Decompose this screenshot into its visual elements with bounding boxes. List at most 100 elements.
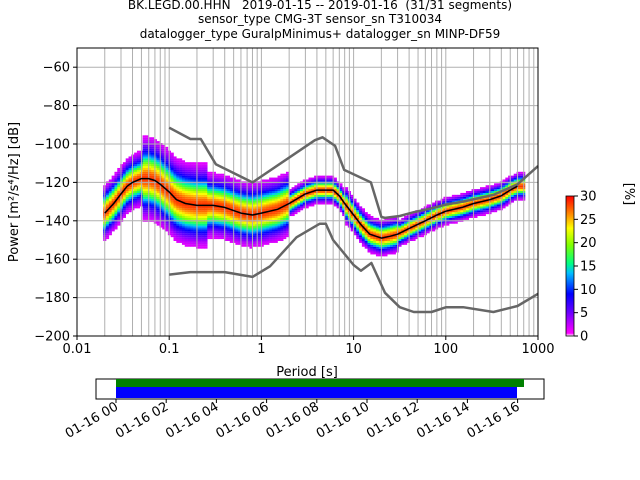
heatmap-cell	[392, 237, 396, 240]
heatmap-cell	[426, 210, 430, 213]
heatmap-cell	[106, 202, 110, 205]
heatmap-cell	[170, 233, 174, 236]
heatmap-cell	[513, 175, 517, 178]
heatmap-cell	[260, 237, 264, 240]
heatmap-cell	[165, 156, 169, 159]
heatmap-cell	[224, 198, 228, 201]
heatmap-cell	[274, 191, 278, 193]
heatmap-cell	[505, 179, 509, 182]
heatmap-cell	[125, 158, 129, 161]
heatmap-cell	[375, 252, 380, 255]
heatmap-cell	[454, 221, 458, 224]
heatmap-cell	[288, 192, 292, 195]
heatmap-cell	[125, 204, 129, 207]
heatmap-cell	[479, 191, 484, 193]
heatmap-cell	[409, 235, 413, 238]
heatmap-cell	[510, 200, 515, 203]
heatmap-cell	[165, 150, 169, 153]
heatmap-cell	[212, 194, 216, 197]
colorbar-tick-label: 25	[580, 213, 597, 228]
heatmap-cell	[151, 212, 155, 215]
heatmap-cell	[226, 191, 231, 193]
heatmap-cell	[106, 183, 110, 186]
heatmap-cell	[333, 183, 337, 186]
heatmap-cell	[373, 240, 377, 243]
heatmap-cell	[198, 221, 202, 224]
heatmap-cell	[316, 177, 321, 180]
heatmap-cell	[502, 185, 506, 188]
heatmap-cell	[342, 214, 346, 217]
heatmap-cell	[384, 225, 388, 228]
heatmap-cell	[162, 177, 166, 180]
heatmap-cell	[255, 204, 259, 207]
heatmap-cell	[420, 235, 425, 238]
heatmap-cell	[136, 156, 141, 159]
heatmap-cell	[446, 215, 450, 218]
heatmap-cell	[173, 229, 177, 232]
heatmap-cell	[443, 212, 447, 215]
title-line-3: datalogger_type GuralpMinimus+ datalogge…	[139, 27, 501, 41]
heatmap-cell	[364, 221, 368, 224]
heatmap-cell	[252, 202, 256, 205]
heatmap-cell	[297, 185, 301, 188]
heatmap-cell	[170, 223, 174, 226]
heatmap-cell	[412, 237, 416, 240]
heatmap-cell	[221, 215, 225, 218]
heatmap-cell	[305, 194, 309, 197]
heatmap-cell	[356, 204, 360, 207]
heatmap-cell	[325, 191, 329, 193]
heatmap-cell	[207, 235, 211, 238]
heatmap-cell	[176, 210, 180, 213]
heatmap-cell	[238, 185, 242, 188]
heatmap-cell	[246, 206, 250, 209]
heatmap-cell	[443, 208, 447, 211]
heatmap-cell	[198, 167, 202, 170]
heatmap-cell	[184, 200, 188, 203]
heatmap-cell	[212, 187, 216, 190]
heatmap-cell	[485, 212, 489, 215]
heatmap-cell	[142, 206, 146, 209]
heatmap-cell	[184, 217, 188, 220]
heatmap-cell	[204, 235, 208, 238]
heatmap-cell	[136, 198, 141, 201]
heatmap-cell	[184, 191, 188, 193]
heatmap-cell	[198, 229, 202, 232]
heatmap-cell	[339, 187, 343, 190]
heatmap-cell	[108, 208, 112, 211]
heatmap-cell	[280, 225, 284, 228]
heatmap-cell	[195, 233, 200, 236]
heatmap-cell	[280, 231, 284, 234]
heatmap-cell	[235, 233, 239, 236]
heatmap-cell	[249, 215, 253, 218]
heatmap-cell	[173, 223, 177, 226]
heatmap-cell	[274, 214, 278, 217]
heatmap-cell	[375, 244, 380, 247]
heatmap-cell	[128, 206, 132, 209]
heatmap-cell	[316, 191, 321, 193]
heatmap-cell	[240, 198, 245, 201]
heatmap-cell	[136, 167, 141, 170]
heatmap-cell	[179, 189, 183, 192]
heatmap-cell	[151, 139, 155, 142]
heatmap-cell	[342, 189, 346, 192]
heatmap-cell	[316, 198, 321, 201]
heatmap-cell	[173, 162, 177, 165]
heatmap-cell	[221, 223, 225, 226]
heatmap-cell	[238, 198, 242, 201]
heatmap-cell	[516, 189, 520, 192]
heatmap-cell	[502, 202, 506, 205]
heatmap-cell	[198, 173, 202, 176]
heatmap-cell	[246, 202, 250, 205]
heatmap-cell	[142, 135, 146, 138]
heatmap-cell	[451, 196, 455, 199]
heatmap-cell	[443, 221, 447, 224]
heatmap-cell	[392, 225, 396, 228]
heatmap-cell	[170, 167, 174, 170]
heatmap-cell	[187, 242, 191, 245]
heatmap-cell	[195, 162, 200, 165]
heatmap-cell	[463, 192, 467, 195]
heatmap-cell	[519, 175, 523, 178]
heatmap-cell	[184, 194, 188, 197]
heatmap-cell	[117, 202, 121, 205]
heatmap-cell	[249, 189, 253, 192]
